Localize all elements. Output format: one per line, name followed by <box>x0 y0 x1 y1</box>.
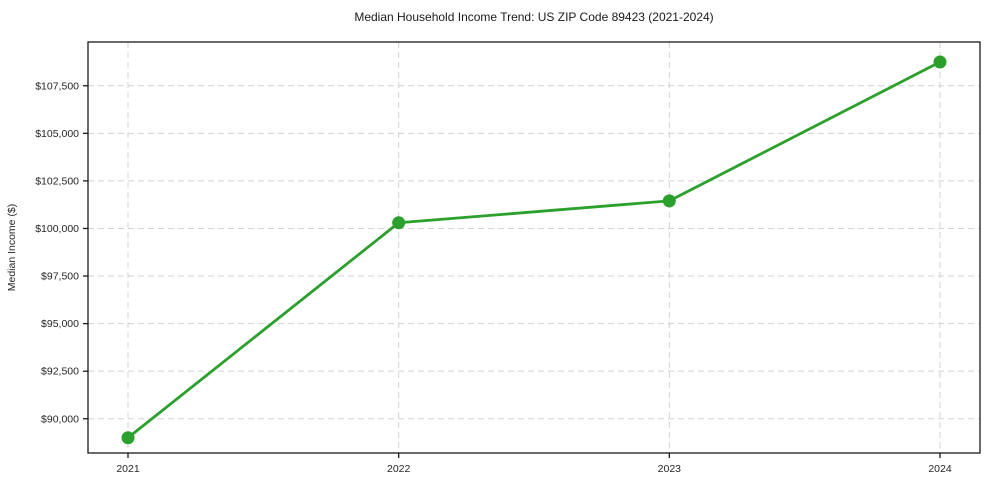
chart-title: Median Household Income Trend: US ZIP Co… <box>354 10 714 24</box>
axis-spines <box>87 41 981 454</box>
y-tick-label: $92,500 <box>41 366 79 378</box>
trend-line <box>126 60 942 440</box>
data-point <box>121 431 135 445</box>
y-axis-label: Median Income ($) <box>6 204 18 292</box>
y-tick-label: $95,000 <box>41 318 79 330</box>
data-point <box>662 194 676 208</box>
y-tick-label: $105,000 <box>35 128 79 140</box>
y-tick-label: $90,000 <box>41 413 79 425</box>
x-tick-label: 2024 <box>928 463 952 475</box>
data-point <box>392 216 406 230</box>
y-tick-label: $102,500 <box>35 175 79 187</box>
data-point <box>933 55 947 69</box>
x-tick-label: 2021 <box>116 463 140 475</box>
y-tick-label: $100,000 <box>35 223 79 235</box>
x-tick-label: 2022 <box>387 463 411 475</box>
y-tick-label: $107,500 <box>35 80 79 92</box>
y-tick-label: $97,500 <box>41 271 79 283</box>
x-tick-label: 2023 <box>658 463 682 475</box>
